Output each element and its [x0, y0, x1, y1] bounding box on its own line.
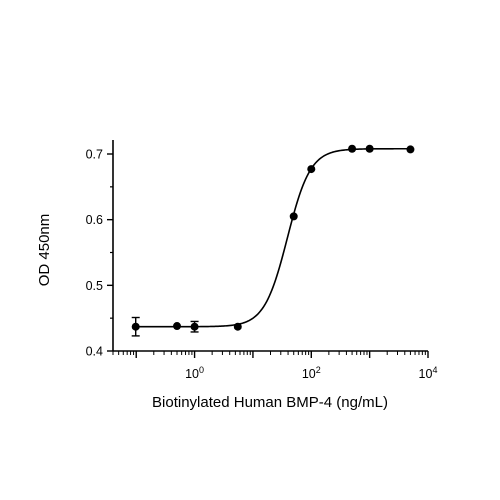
- y-tick-label: 0.7: [86, 148, 103, 162]
- x-tick-label: 102: [302, 365, 321, 381]
- y-tick-label: 0.6: [86, 213, 103, 227]
- x-tick-label: 100: [185, 365, 204, 381]
- data-point: [348, 144, 357, 153]
- data-point: [406, 145, 415, 154]
- data-point: [289, 212, 298, 221]
- y-tick-label: 0.5: [86, 279, 103, 293]
- data-points: [131, 144, 415, 337]
- fit-curve: [135, 147, 411, 328]
- y-axis-title: OD 450nm: [36, 214, 53, 287]
- x-ticks: 100 102 104: [112, 351, 438, 381]
- data-point: [190, 322, 199, 331]
- data-point: [307, 165, 316, 174]
- data-point: [131, 322, 140, 331]
- data-point: [173, 322, 182, 331]
- y-ticks: 0.4 0.5 0.6 0.7: [86, 148, 113, 359]
- x-tick-label: 104: [419, 365, 438, 381]
- x-axis-title: Biotinylated Human BMP-4 (ng/mL): [152, 394, 388, 411]
- y-tick-label: 0.4: [86, 345, 103, 359]
- data-point: [233, 322, 242, 331]
- data-point: [365, 144, 374, 153]
- axes: [112, 140, 428, 352]
